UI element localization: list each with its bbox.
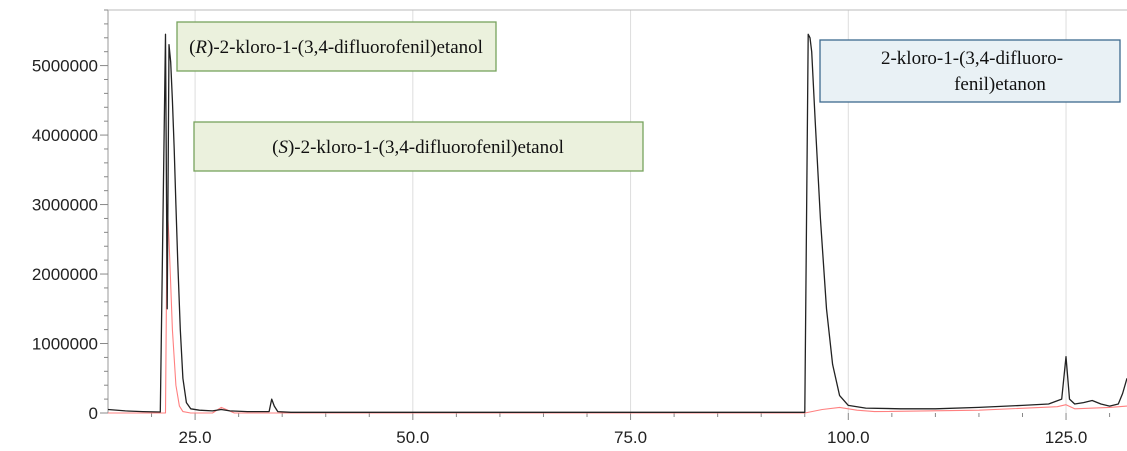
annotation-s-enantiomer: (S)-2-kloro-1-(3,4-difluorofenil)etanol <box>193 121 644 172</box>
y-tick-label: 2000000 <box>32 265 98 284</box>
x-tick-label: 125.0 <box>1045 428 1088 447</box>
annotation-r-label: (R)-2-kloro-1-(3,4-difluorofenil)etanol <box>189 37 483 58</box>
annotation-ketone-line1: 2-kloro-1-(3,4-difluoro- <box>881 48 1063 69</box>
annotation-ketone-box <box>819 39 1121 103</box>
y-tick-label: 1000000 <box>32 335 98 354</box>
annotation-ketone-line2: fenil)etanon <box>954 74 1046 95</box>
annotation-ketone: 2-kloro-1-(3,4-difluoro- fenil)etanon <box>819 39 1121 103</box>
y-tick-label: 5000000 <box>32 57 98 76</box>
x-tick-label: 50.0 <box>396 428 429 447</box>
y-tick-labels: 0 1000000 2000000 3000000 4000000 5000000 <box>32 57 98 423</box>
axes <box>100 9 1127 420</box>
x-tick-labels: 25.0 50.0 75.0 100.0 125.0 <box>179 428 1088 447</box>
x-tick-label: 75.0 <box>614 428 647 447</box>
annotation-s-box <box>193 121 644 172</box>
series-line-0 <box>107 33 1127 413</box>
annotation-r-enantiomer: (R)-2-kloro-1-(3,4-difluorofenil)etanol <box>176 21 497 72</box>
annotation-r-box <box>176 21 497 72</box>
y-tick-label: 4000000 <box>32 126 98 145</box>
annotation-s-label: (S)-2-kloro-1-(3,4-difluorofenil)etanol <box>272 137 564 158</box>
x-tick-label: 25.0 <box>179 428 212 447</box>
series-line-1 <box>108 204 1127 414</box>
x-tick-label: 100.0 <box>827 428 870 447</box>
y-tick-label: 0 <box>89 404 98 423</box>
y-tick-label: 3000000 <box>32 196 98 215</box>
series-layer <box>107 33 1127 414</box>
